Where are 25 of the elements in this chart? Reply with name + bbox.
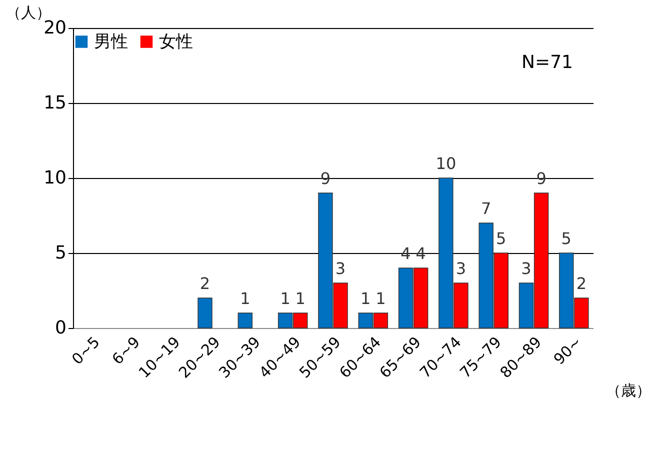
x-axis-title: （歳） bbox=[606, 382, 651, 400]
legend-label: 男性 bbox=[94, 32, 128, 52]
data-label: 3 bbox=[456, 259, 466, 278]
x-tick-label: 90~ bbox=[550, 333, 586, 368]
data-label: 1 bbox=[376, 289, 386, 308]
y-tick-label: 10 bbox=[44, 168, 66, 188]
data-label: 1 bbox=[240, 289, 250, 308]
data-label: 5 bbox=[496, 229, 506, 248]
data-label: 1 bbox=[360, 289, 371, 308]
y-tick-label: 0 bbox=[55, 318, 66, 338]
data-label: 3 bbox=[521, 259, 532, 278]
y-tick-label: 5 bbox=[55, 242, 66, 264]
y-tick-label: 15 bbox=[44, 92, 66, 114]
data-label: 2 bbox=[200, 274, 210, 293]
data-label: 10 bbox=[436, 154, 456, 173]
annotation: N=71 bbox=[522, 52, 573, 73]
bar bbox=[198, 298, 212, 328]
data-label: 7 bbox=[480, 199, 492, 218]
bar bbox=[238, 312, 253, 328]
data-label: 5 bbox=[561, 229, 572, 248]
legend-label: 女性 bbox=[159, 32, 193, 52]
data-label: 2 bbox=[576, 274, 587, 293]
data-label: 3 bbox=[335, 259, 346, 278]
data-label: 1 bbox=[295, 289, 306, 308]
data-label: 1 bbox=[280, 289, 290, 308]
